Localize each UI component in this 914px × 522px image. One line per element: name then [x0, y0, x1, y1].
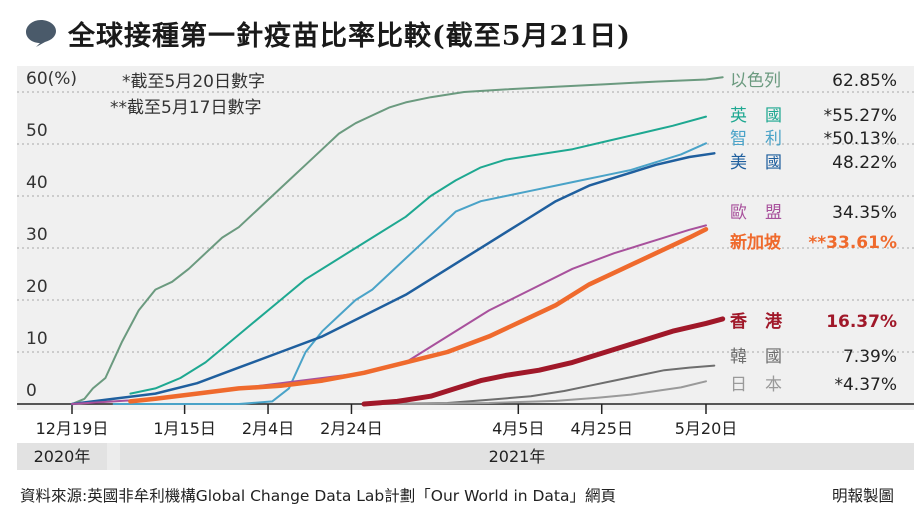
y-tick-label: 30 [26, 225, 48, 245]
series-line [70, 152, 716, 406]
credit-note: 明報製圖 [831, 487, 894, 505]
legend-series-value: 48.22% [832, 153, 897, 173]
y-tick-label: 40 [26, 173, 48, 193]
x-tick-label: 2月4日 [242, 419, 294, 438]
legend-series-value: 16.37% [826, 312, 897, 332]
x-tick-label: 4月5日 [492, 419, 544, 438]
source-note: 資料來源:英國非牟利機構Global Change Data Lab計劃「Our… [20, 487, 617, 505]
x-tick-labels: 12月19日 1月15日 2月4日 2月24日 4月5日 4月25日 5月20日 [36, 419, 738, 438]
title-bar: 全球接種第一針疫苗比率比較(截至5月21日) [0, 0, 914, 66]
plot-panel [17, 66, 914, 410]
legend-series-value: 34.35% [832, 203, 897, 223]
legend-series-value: 7.39% [843, 347, 897, 367]
x-tick-label: 4月25日 [570, 419, 633, 438]
legend-series-value: *4.37% [834, 375, 897, 395]
legend: 以色列 62.85% 英國 *55.27% 智利 *50.13% 美國 48.22% 歐盟 34.… [730, 71, 897, 395]
note-line-2: **截至5月17日數字 [110, 98, 261, 118]
legend-series-value: **33.61% [808, 233, 897, 253]
series-line [112, 142, 707, 405]
y-tick-label: 20 [26, 277, 48, 297]
y-tick-label: 10 [26, 329, 48, 349]
note-line-1: *截至5月20日數字 [122, 72, 265, 92]
speech-bubble-icon [26, 20, 56, 47]
x-tick-label: 5月20日 [675, 419, 738, 438]
legend-series-name: 韓國 [730, 347, 800, 367]
legend-series-name: 新加坡 [730, 232, 781, 253]
series-line [129, 115, 707, 395]
series-line [361, 316, 726, 407]
legend-series-name: 以色列 [730, 71, 781, 91]
legend-series-value: *55.27% [824, 106, 897, 126]
series-line [371, 364, 716, 405]
y-tick-labels: 0 10 20 30 40 50 60(%) [26, 69, 77, 401]
series-lines [70, 76, 726, 407]
series-line [71, 224, 707, 405]
legend-series-name: 日本 [730, 375, 800, 395]
legend-series-name: 香港 [730, 311, 800, 332]
chart-title: 全球接種第一針疫苗比率比較(截至5月21日) [68, 21, 631, 52]
x-tick-label: 1月15日 [153, 419, 216, 438]
x-tick-label: 12月19日 [36, 419, 109, 438]
legend-series-value: 62.85% [832, 71, 897, 91]
y-tick-label: 0 [26, 381, 37, 401]
year-label-2021: 2021年 [120, 443, 914, 470]
y-tick-label: 50 [26, 121, 48, 141]
y-tick-label: 60(%) [26, 69, 77, 89]
legend-series-value: *50.13% [824, 129, 897, 149]
series-line [371, 380, 707, 405]
x-tick-label: 2月24日 [320, 419, 383, 438]
axes [17, 403, 914, 414]
series-line [128, 226, 709, 404]
legend-series-name: 英國 [730, 106, 800, 126]
year-label-2020: 2020年 [17, 443, 107, 470]
series-line [71, 76, 724, 405]
legend-series-name: 智利 [730, 129, 800, 149]
legend-series-name: 美國 [730, 153, 800, 173]
legend-series-name: 歐盟 [730, 203, 800, 223]
